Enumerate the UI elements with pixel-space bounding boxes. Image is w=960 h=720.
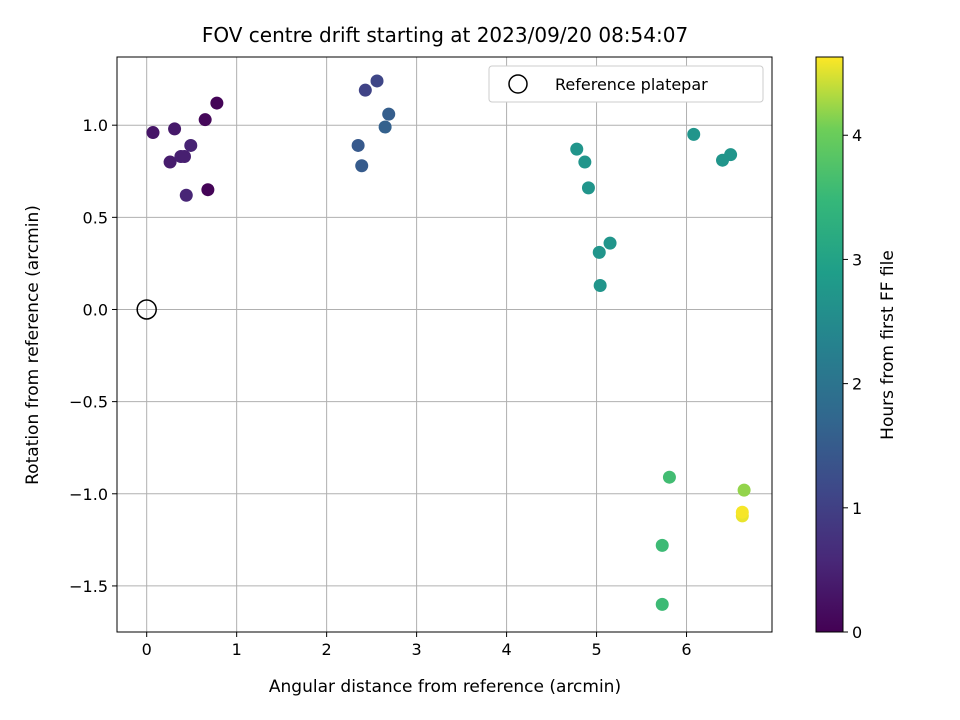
y-tick-label: −1.5 xyxy=(69,577,108,596)
data-point xyxy=(378,120,392,134)
data-point xyxy=(687,127,701,141)
y-tick-label: 0.5 xyxy=(83,208,108,227)
data-point xyxy=(593,279,607,293)
x-tick-label: 1 xyxy=(232,640,242,659)
data-point xyxy=(655,538,669,552)
data-point xyxy=(382,107,396,121)
data-point xyxy=(355,159,369,173)
plot-background xyxy=(117,57,772,632)
x-tick-label: 0 xyxy=(142,640,152,659)
data-points xyxy=(136,74,751,611)
colorbar-tick-label: 3 xyxy=(852,250,862,269)
data-point xyxy=(198,113,212,127)
data-point xyxy=(735,505,749,519)
y-tick-label: 1.0 xyxy=(83,116,108,135)
x-tick-label: 4 xyxy=(501,640,511,659)
x-tick-label: 2 xyxy=(322,640,332,659)
x-tick-label: 6 xyxy=(681,640,691,659)
data-point xyxy=(592,245,606,259)
data-point xyxy=(179,188,193,202)
legend-label-reference: Reference platepar xyxy=(555,75,708,94)
data-point xyxy=(358,83,372,97)
data-point xyxy=(578,155,592,169)
data-point xyxy=(146,126,160,140)
reference-platepar-marker xyxy=(136,299,157,320)
data-point xyxy=(168,122,182,136)
data-point xyxy=(737,483,751,497)
legend: Reference platepar xyxy=(488,65,764,103)
legend-box xyxy=(488,65,764,103)
data-point xyxy=(210,96,224,110)
colorbar: 0 1 2 3 4 Hours from first FF file xyxy=(815,56,898,642)
colorbar-ticks: 0 1 2 3 4 xyxy=(843,126,862,642)
data-point xyxy=(655,597,669,611)
grid-lines xyxy=(117,57,772,632)
y-axis-label: Rotation from reference (arcmin) xyxy=(23,205,43,485)
y-axis-ticks: 1.0 0.5 0.0 −0.5 −1.0 −1.5 xyxy=(69,116,117,596)
colorbar-tick-label: 0 xyxy=(852,623,862,642)
plot-area xyxy=(116,56,773,633)
y-tick-label: 0.0 xyxy=(83,300,108,319)
data-point xyxy=(662,470,676,484)
x-axis-ticks: 0 1 2 3 4 5 6 xyxy=(142,632,692,659)
data-point xyxy=(163,155,177,169)
data-point xyxy=(716,153,730,167)
data-point xyxy=(570,142,584,156)
colorbar-label: Hours from first FF file xyxy=(878,250,898,440)
data-point xyxy=(351,138,365,152)
data-point xyxy=(581,181,595,195)
legend-marker-reference xyxy=(508,74,528,94)
y-tick-label: −0.5 xyxy=(69,393,108,412)
data-point xyxy=(370,74,384,88)
colorbar-tick-label: 1 xyxy=(852,499,862,518)
colorbar-tick-label: 4 xyxy=(852,126,862,145)
colorbar-gradient xyxy=(815,56,844,633)
data-point xyxy=(184,138,198,152)
x-tick-label: 5 xyxy=(591,640,601,659)
plot-frame xyxy=(116,56,773,633)
colorbar-tick-label: 2 xyxy=(852,375,862,394)
data-point xyxy=(177,150,191,164)
x-tick-label: 3 xyxy=(412,640,422,659)
chart-title: FOV centre drift starting at 2023/09/20 … xyxy=(202,23,688,47)
data-point xyxy=(603,236,617,250)
data-point xyxy=(201,183,215,197)
y-tick-label: −1.0 xyxy=(69,485,108,504)
x-axis-label: Angular distance from reference (arcmin) xyxy=(269,677,621,697)
